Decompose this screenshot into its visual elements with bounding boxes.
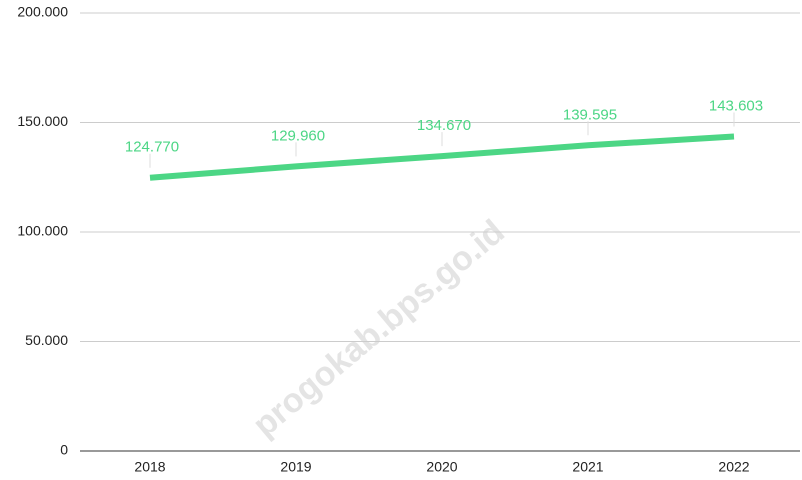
x-tick-label: 2020: [426, 459, 457, 475]
y-tick-label: 150.000: [17, 113, 68, 129]
x-tick-label: 2018: [134, 459, 165, 475]
data-label: 134.670: [417, 117, 471, 134]
data-label: 139.595: [563, 106, 617, 123]
x-tick-label: 2019: [280, 459, 311, 475]
y-tick-label: 100.000: [17, 223, 68, 239]
y-tick-label: 200.000: [17, 4, 68, 20]
line: [149, 133, 735, 181]
x-tick-label: 2021: [572, 459, 603, 475]
x-tick-label: 2022: [718, 459, 749, 475]
data-label: 124.770: [125, 139, 179, 156]
watermark: progokab.bps.go.id: [246, 213, 512, 445]
data-label: 143.603: [709, 97, 763, 114]
y-tick-label: 50.000: [25, 332, 68, 348]
y-tick-label: 0: [60, 442, 68, 458]
data-label: 129.960: [271, 127, 325, 144]
